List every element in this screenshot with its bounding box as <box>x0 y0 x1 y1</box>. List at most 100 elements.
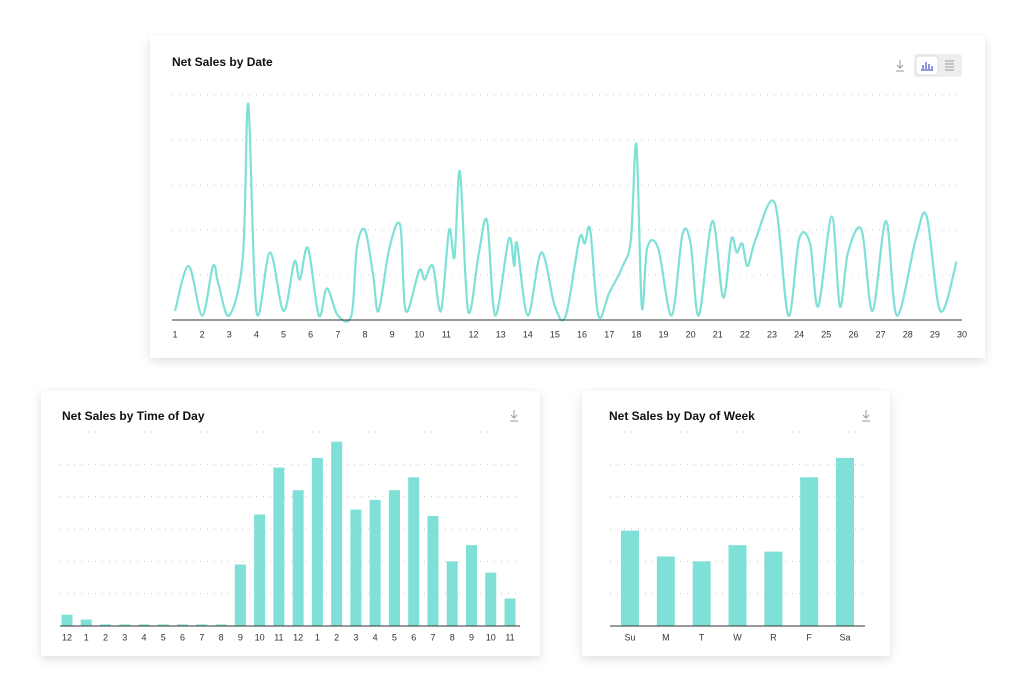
x-tick-label: 27 <box>876 329 886 339</box>
bar <box>656 556 675 626</box>
x-tick-label: 10 <box>255 632 265 642</box>
x-tick-label: 26 <box>848 329 858 339</box>
x-tick-label: 6 <box>308 329 313 339</box>
x-tick-label: 13 <box>496 329 506 339</box>
download-icon[interactable] <box>862 410 870 422</box>
x-tick-label: 3 <box>353 632 358 642</box>
x-tick-label: 3 <box>227 329 232 339</box>
x-tick-label: 7 <box>430 632 435 642</box>
bar <box>427 516 439 626</box>
x-tick-label: 6 <box>180 632 185 642</box>
bar <box>408 477 420 626</box>
x-tick-label: 29 <box>930 329 940 339</box>
x-tick-label: 8 <box>362 329 367 339</box>
bar <box>764 551 783 626</box>
bar <box>234 564 246 626</box>
x-tick-label: 2 <box>103 632 108 642</box>
bar <box>138 624 150 626</box>
sales-line <box>173 102 958 323</box>
x-tick-label: 11 <box>505 632 514 642</box>
bar <box>800 477 819 626</box>
x-tick-label: 3 <box>122 632 127 642</box>
x-tick-label: 4 <box>254 329 259 339</box>
x-tick-label: 1 <box>84 632 89 642</box>
bar <box>80 619 92 626</box>
chart-title: Net Sales by Time of Day <box>62 409 205 423</box>
x-tick-label: T <box>699 632 705 642</box>
x-tick-label: 16 <box>577 329 587 339</box>
x-tick-label: 7 <box>335 329 340 339</box>
bar <box>836 457 854 626</box>
x-tick-label: 11 <box>442 329 451 339</box>
bar <box>196 624 208 626</box>
bar <box>369 499 381 626</box>
bar <box>485 572 497 626</box>
x-tick-label: 15 <box>550 329 560 339</box>
x-tick-label: 23 <box>767 329 777 339</box>
download-icon[interactable] <box>510 410 518 422</box>
bar <box>292 490 304 626</box>
x-tick-label: 17 <box>604 329 614 339</box>
x-tick-label: 4 <box>373 632 378 642</box>
bar <box>465 545 477 626</box>
chart-title: Net Sales by Day of Week <box>609 409 755 423</box>
x-tick-label: 25 <box>821 329 831 339</box>
x-tick-label: Sa <box>839 632 850 642</box>
x-tick-label: 9 <box>238 632 243 642</box>
bar <box>273 467 285 626</box>
card <box>41 391 540 656</box>
x-tick-label: 19 <box>658 329 668 339</box>
x-tick-label: 5 <box>161 632 166 642</box>
download-icon[interactable] <box>896 60 904 72</box>
bar <box>157 624 169 626</box>
x-tick-label: 10 <box>486 632 496 642</box>
x-tick-label: 20 <box>686 329 696 339</box>
list-view-button[interactable] <box>945 60 954 71</box>
bar <box>728 545 747 626</box>
x-tick-label: 5 <box>281 329 286 339</box>
x-tick-label: 7 <box>199 632 204 642</box>
bar <box>388 490 400 626</box>
x-tick-label: 6 <box>411 632 416 642</box>
chart-title: Net Sales by Date <box>172 55 273 69</box>
x-tick-label: 5 <box>392 632 397 642</box>
bar <box>692 561 711 626</box>
x-tick-label: 14 <box>523 329 533 339</box>
x-tick-label: 2 <box>334 632 339 642</box>
x-tick-label: 12 <box>293 632 303 642</box>
x-tick-label: W <box>733 632 742 642</box>
x-tick-label: 9 <box>469 632 474 642</box>
x-tick-label: 10 <box>414 329 424 339</box>
bar <box>254 514 266 626</box>
bar-icon <box>921 62 933 71</box>
x-tick-label: F <box>806 632 812 642</box>
chart-view-button[interactable] <box>915 55 939 76</box>
bar <box>446 561 458 626</box>
x-tick-label: 1 <box>172 329 177 339</box>
x-tick-label: Su <box>624 632 635 642</box>
bar <box>215 624 227 626</box>
bar <box>621 530 639 626</box>
x-tick-label: 28 <box>903 329 913 339</box>
x-tick-label: 8 <box>219 632 224 642</box>
x-tick-label: 24 <box>794 329 804 339</box>
bar <box>177 624 189 626</box>
x-tick-label: 2 <box>200 329 205 339</box>
x-tick-label: 12 <box>469 329 479 339</box>
bar <box>504 598 516 626</box>
x-tick-label: 21 <box>713 329 723 339</box>
bar <box>61 614 73 626</box>
x-tick-label: R <box>770 632 777 642</box>
bar <box>350 509 362 626</box>
x-tick-label: M <box>662 632 670 642</box>
bar <box>311 457 323 626</box>
x-tick-label: 18 <box>631 329 641 339</box>
x-tick-label: 11 <box>274 632 283 642</box>
bar <box>331 441 343 626</box>
x-tick-label: 12 <box>62 632 72 642</box>
x-tick-label: 4 <box>142 632 147 642</box>
x-tick-label: 30 <box>957 329 967 339</box>
x-tick-label: 1 <box>315 632 320 642</box>
